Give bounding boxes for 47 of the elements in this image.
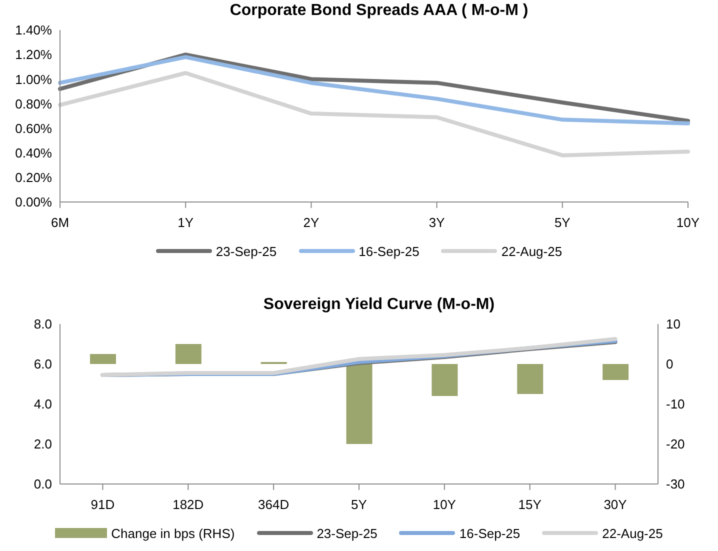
x-tick-label: 364D [258,497,290,512]
y-tick-label: 1.20% [15,47,52,62]
legend-label: 22-Aug-25 [501,244,562,258]
x-tick-label: 30Y [604,497,628,512]
bar [90,354,116,364]
bar [175,344,202,364]
legend-label: Change in bps (RHS) [111,526,235,540]
x-tick-label: 10Y [676,215,700,230]
x-tick-label: 91D [90,497,115,512]
legend-label: 16-Sep-25 [459,526,520,540]
x-tick-label: 5Y [554,215,571,230]
x-tick-label: 15Y [518,497,542,512]
y-tick-label: 0.60% [15,120,52,136]
x-tick-label: 2Y [303,215,320,230]
x-tick-label: 6M [50,215,70,230]
y-tick-label: 6.0 [34,356,52,372]
y2-tick-label: -20 [666,436,685,452]
x-tick-label: 182D [172,497,204,512]
y-tick-label: 0.80% [15,96,52,112]
bar [432,364,458,396]
legend-label: 22-Aug-25 [602,526,663,540]
y-tick-label: 2.0 [34,436,52,452]
y-tick-label: 8.0 [34,316,52,332]
bar [346,364,372,444]
y-tick-label: 1.00% [15,72,52,87]
x-tick-label: 5Y [351,497,368,512]
x-tick-label: 10Y [432,497,456,512]
y-tick-label: 0.0 [34,476,52,492]
y2-tick-label: 0 [666,356,674,372]
chart-title: Sovereign Yield Curve (M-o-M) [262,295,496,315]
chart-title: Corporate Bond Spreads AAA ( M-o-M ) [228,1,530,21]
y-tick-label: 0.40% [15,145,52,160]
y2-tick-label: 10 [666,316,680,332]
y2-tick-label: -30 [666,476,685,492]
legend-label: 23-Sep-25 [216,244,277,258]
y-tick-label: 4.0 [34,396,52,412]
bar [517,364,544,394]
x-tick-label: 3Y [428,215,446,230]
y2-tick-label: -10 [666,396,685,412]
x-tick-label: 1Y [178,215,194,230]
legend-label: 16-Sep-25 [358,244,420,258]
legend-label: 23-Sep-25 [316,526,378,540]
y-tick-label: 0.00% [15,194,52,210]
y-tick-label: 0.20% [15,170,52,186]
y-tick-label: 1.40% [15,22,52,38]
line-series [58,71,690,158]
bar [602,364,629,380]
